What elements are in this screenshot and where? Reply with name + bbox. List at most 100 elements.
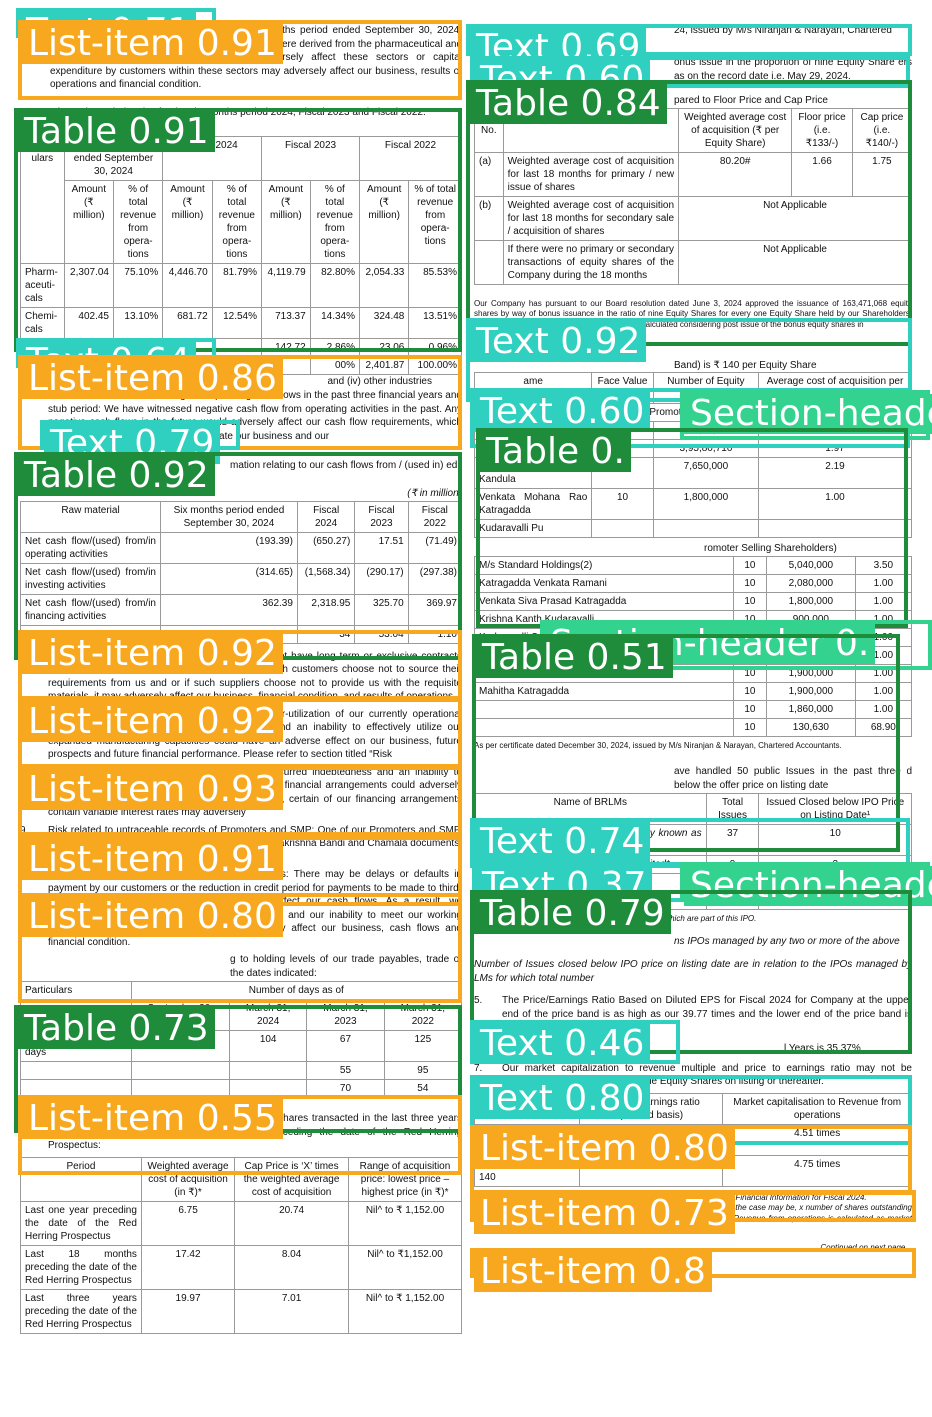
header-cell: Amount (₹ million) xyxy=(358,180,410,264)
table-cell: 1.97 xyxy=(758,421,912,440)
board-resolution-text: Our Company has pursuant to our Board re… xyxy=(474,298,912,329)
table-row: Kandula Ramakrishna 10 4,69,34,651 1.97 xyxy=(473,421,912,440)
table-row: Last 18 months preceding the date of the… xyxy=(20,1244,463,1290)
table-cell: 1,860,000 xyxy=(766,699,856,719)
table-header-row: Partic- ulars Six months period ended Sep… xyxy=(20,136,462,264)
table-row: Net cash flow/(used) from/in operating a… xyxy=(20,531,463,564)
table-cell: 369.97 xyxy=(407,593,463,626)
table-cell: 2.19 xyxy=(758,457,912,489)
table-row: Kudaravalli Srikanth 10 900,000 1.00 xyxy=(474,627,913,647)
table-row: 34 53.04 1.10 xyxy=(20,624,463,644)
table-row: IIFL Capital Services Limited (Formerly … xyxy=(474,824,912,856)
footnotes: Note: Financial information for our Comp… xyxy=(474,1193,912,1235)
header-cell: Period xyxy=(20,1156,142,1202)
shareholder-acquisition-table: ame Face Value (in ₹) Number of Equity Sha… xyxy=(473,372,912,538)
header-cell: Market capitalisation to Revenue from op… xyxy=(722,1092,912,1125)
header-cell: Fiscal 2022 xyxy=(407,500,463,533)
item-text: The Price/Earnings Ratio Based on Dilute… xyxy=(502,995,912,1033)
table-cell: 1.00 xyxy=(854,663,913,683)
revenue-by-industry-table: Partic- ulars Six months period ended Sep… xyxy=(20,136,462,375)
table-cell: Last three years preceding the date of t… xyxy=(20,1288,142,1334)
table-row: At Floor Price i.e. Rs.133 37.78 4.51 time… xyxy=(473,1123,912,1156)
table-row: Last three years preceding the date of t… xyxy=(20,1288,463,1334)
table-cell: 10 xyxy=(732,573,768,593)
table-cell: 39.77 xyxy=(579,1154,724,1187)
item-1: 1. Weighted average cost of acquisition … xyxy=(20,1112,462,1153)
table-row: 55 95 xyxy=(20,1061,463,1080)
risk-text: Risk related to Financial Indebtness: We… xyxy=(48,766,462,819)
footnote: # Market capitalisation has been compute… xyxy=(474,1203,912,1233)
table6-caption: Band) is ₹ 140 per Equity Share xyxy=(674,359,817,371)
risk-item-5: 5. Risk related to Losses and negative o… xyxy=(20,389,462,455)
header-cell: % of total revenue from opera- tions xyxy=(112,180,164,264)
table-cell: 4,119.79 xyxy=(261,263,311,308)
table-cell: 10 xyxy=(732,699,768,719)
table-cell: Trade receivables days xyxy=(20,1030,132,1062)
table-cell: 1.00 xyxy=(854,609,913,629)
table-cell: 20.74 xyxy=(234,1200,349,1246)
table-header-row: Particulars Number of days as of xyxy=(20,981,463,1031)
table-cell: 10 xyxy=(591,457,654,489)
table-cell: 4,446.70 xyxy=(162,263,213,308)
header-cell: Amount (₹ million) xyxy=(261,180,311,264)
table-cell: 13.51% xyxy=(408,307,462,339)
wacc-table: Period Weighted average cost of acquisiti… xyxy=(20,1156,463,1334)
table-cell xyxy=(228,1061,308,1080)
table-cell: 325.70 xyxy=(354,593,409,626)
table-row: Chemi- cals 402.45 13.10% 681.72 12.54% 713.3… xyxy=(20,307,462,339)
table-cell: Pharm- aceuti- cals xyxy=(20,263,65,308)
table-cell: 9 xyxy=(705,855,760,874)
header-cell: Issued Closed below IPO Price on Listing… xyxy=(758,793,912,825)
table-cell: Weighted average cost of acquisition for… xyxy=(502,151,680,197)
table-row: (b) Weighted average cost of acquisition … xyxy=(474,195,912,241)
table1-caption: s by end user industries for the six mon… xyxy=(50,107,426,118)
table-cell: 4 xyxy=(705,873,760,892)
closed-note: Number of Issues closed below IPO price … xyxy=(474,959,912,984)
table-cell xyxy=(160,624,298,644)
table-cell: 125 xyxy=(383,1030,463,1062)
table-cell: 1,900,000 xyxy=(766,663,856,683)
table-cell: 2 xyxy=(758,855,912,874)
table-cell: IIFL Capital Services Limited (Formerly … xyxy=(474,824,707,856)
table-cell: 10 xyxy=(591,488,654,520)
table-cell xyxy=(130,1079,231,1098)
table-cell: 10 xyxy=(732,645,768,665)
table-cell: 6.75 xyxy=(140,1200,236,1246)
table-row: M/s Standard Holdings(2) 10 5,040,000 3.50 xyxy=(474,555,913,575)
item-7: 7. Our market capitalization to revenue … xyxy=(474,1062,912,1089)
table-cell xyxy=(474,699,734,719)
table-cell: 10 xyxy=(591,439,654,458)
table-cell: 00% xyxy=(309,356,361,375)
header-cell: Amount (₹ million) xyxy=(162,180,213,264)
table-row: (a) Weighted average cost of acquisition … xyxy=(474,151,913,197)
other-shareholders-table: M/s Standard Holdings(2) 10 5,040,000 3.50 K… xyxy=(474,555,913,737)
table-cell: 3.50 xyxy=(854,555,913,575)
table-cell: 104 xyxy=(228,1030,308,1062)
header-cell: Fiscal 2022 xyxy=(359,136,462,181)
table-cell: 10 xyxy=(591,421,654,440)
table-header-row: Period Weighted average cost of acquisiti… xyxy=(20,1156,463,1202)
table-cell: At Cap Price i.e. Rs. 140 xyxy=(473,1154,581,1187)
table-cell xyxy=(474,717,734,737)
table5-caption: pared to Floor Price and Cap Price xyxy=(674,95,828,106)
table-row: 70 54 xyxy=(20,1079,463,1098)
table-cell: 75.10% xyxy=(112,263,164,308)
table-cell: 1.00 xyxy=(758,488,912,520)
table-cell: 520,000 xyxy=(766,645,856,665)
table-cell: 2,054.33 xyxy=(358,263,410,308)
table-row: Last one year preceding the date of the … xyxy=(20,1200,463,1246)
table-cell: 13.10% xyxy=(112,307,164,339)
header-cell: Partic- ulars xyxy=(20,136,65,264)
table-header-row: Amount (₹ million)% of total revenue fro… xyxy=(21,180,462,264)
header-cell: Cap Price is ‘X’ times the weighted aver… xyxy=(234,1156,349,1202)
table-row: Trade receivables days 114 104 67 125 xyxy=(20,1030,463,1062)
table-cell xyxy=(591,519,654,538)
table-cell xyxy=(474,891,707,910)
risk-text: Risk related to operational production l… xyxy=(48,708,462,761)
table-cell: 12.54% xyxy=(211,307,263,339)
table-cell: 2,080,000 xyxy=(766,573,856,593)
table-cell xyxy=(20,1061,132,1080)
table-cell: 17.42 xyxy=(140,1244,236,1290)
table-cell: Kandula Ramakrishna xyxy=(473,421,593,440)
